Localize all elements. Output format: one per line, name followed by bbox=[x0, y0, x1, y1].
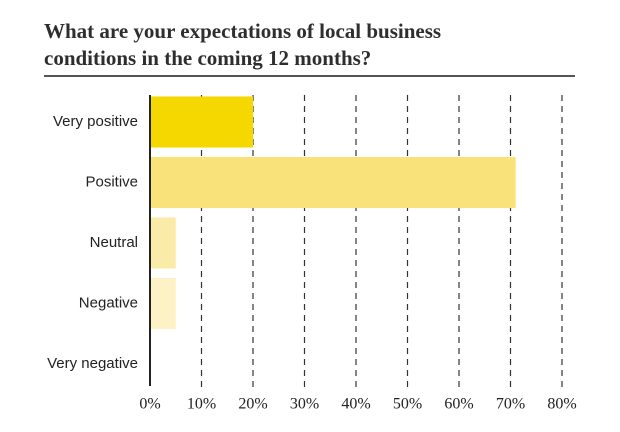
x-tick-label: 0% bbox=[139, 396, 160, 413]
y-tick-label: Neutral bbox=[90, 234, 138, 251]
bar bbox=[150, 156, 516, 209]
x-tick-label: 30% bbox=[290, 396, 319, 413]
x-tick-label: 10% bbox=[187, 396, 216, 413]
bar bbox=[150, 96, 253, 148]
chart-title: What are your expectations of local busi… bbox=[44, 19, 442, 70]
x-tick-label: 50% bbox=[393, 396, 422, 413]
x-tick-label: 20% bbox=[238, 396, 267, 413]
x-tick-label: 70% bbox=[496, 396, 525, 413]
x-tick-label: 80% bbox=[547, 396, 576, 413]
bar bbox=[150, 217, 176, 269]
y-tick-label: Very negative bbox=[47, 355, 138, 372]
x-tick-label: 40% bbox=[341, 396, 370, 413]
x-tick-label: 60% bbox=[444, 396, 473, 413]
y-tick-label: Negative bbox=[79, 294, 138, 311]
y-tick-label: Positive bbox=[85, 173, 138, 190]
title-rule bbox=[44, 75, 575, 77]
y-tick-label: Very positive bbox=[53, 113, 138, 130]
bar bbox=[150, 277, 176, 330]
